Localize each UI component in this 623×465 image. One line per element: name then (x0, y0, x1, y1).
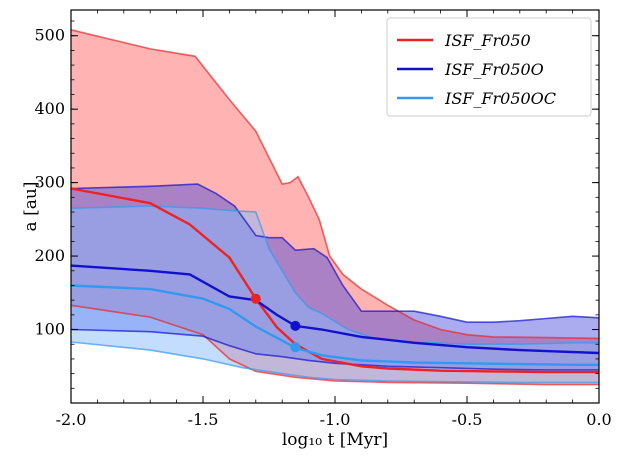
marker-point-2 (290, 342, 301, 353)
x-axis-label: log₁₀ t [Myr] (282, 430, 388, 450)
band-lower-line-0 (70, 304, 599, 386)
band-layer (71, 29, 599, 385)
line-layer (70, 29, 600, 386)
y-tick-label: 200 (34, 246, 65, 265)
median-line-2 (70, 284, 599, 366)
legend-label-1: ISF_Fr050O (444, 60, 544, 79)
x-tick-label: -1.5 (188, 410, 219, 429)
median-line-1 (70, 264, 600, 355)
y-tick-label: 400 (34, 99, 65, 118)
tick-layer (70, 10, 600, 403)
y-tick-label: 300 (34, 173, 65, 192)
band-lower-line-1 (70, 328, 599, 371)
legend: ISF_Fr050 ISF_Fr050O ISF_Fr050OC (386, 17, 592, 117)
band-fill-2 (71, 206, 599, 383)
x-tick-label: -0.5 (452, 410, 483, 429)
band-upper-line-0 (70, 29, 600, 340)
y-axis-label: a [au] (21, 182, 41, 232)
tick-label-layer: -2.0 -1.5 -1.0 -0.5 0.0 100 200 300 400 500 (34, 26, 611, 429)
band-upper-line-2 (70, 205, 599, 345)
x-tick-label: -2.0 (56, 410, 87, 429)
band-upper-line-1 (70, 183, 600, 323)
x-tick-label: -1.0 (320, 410, 351, 429)
legend-label-0: ISF_Fr050 (444, 31, 531, 50)
band-lower-line-2 (70, 341, 599, 384)
marker-point-1 (290, 320, 301, 331)
legend-label-2: ISF_Fr050OC (444, 89, 556, 108)
marker-layer (250, 293, 301, 353)
y-tick-label: 500 (34, 26, 65, 45)
y-tick-label: 100 (34, 320, 65, 339)
legend-box (386, 17, 592, 117)
x-tick-label: 0.0 (586, 410, 611, 429)
marker-point-0 (250, 293, 261, 304)
